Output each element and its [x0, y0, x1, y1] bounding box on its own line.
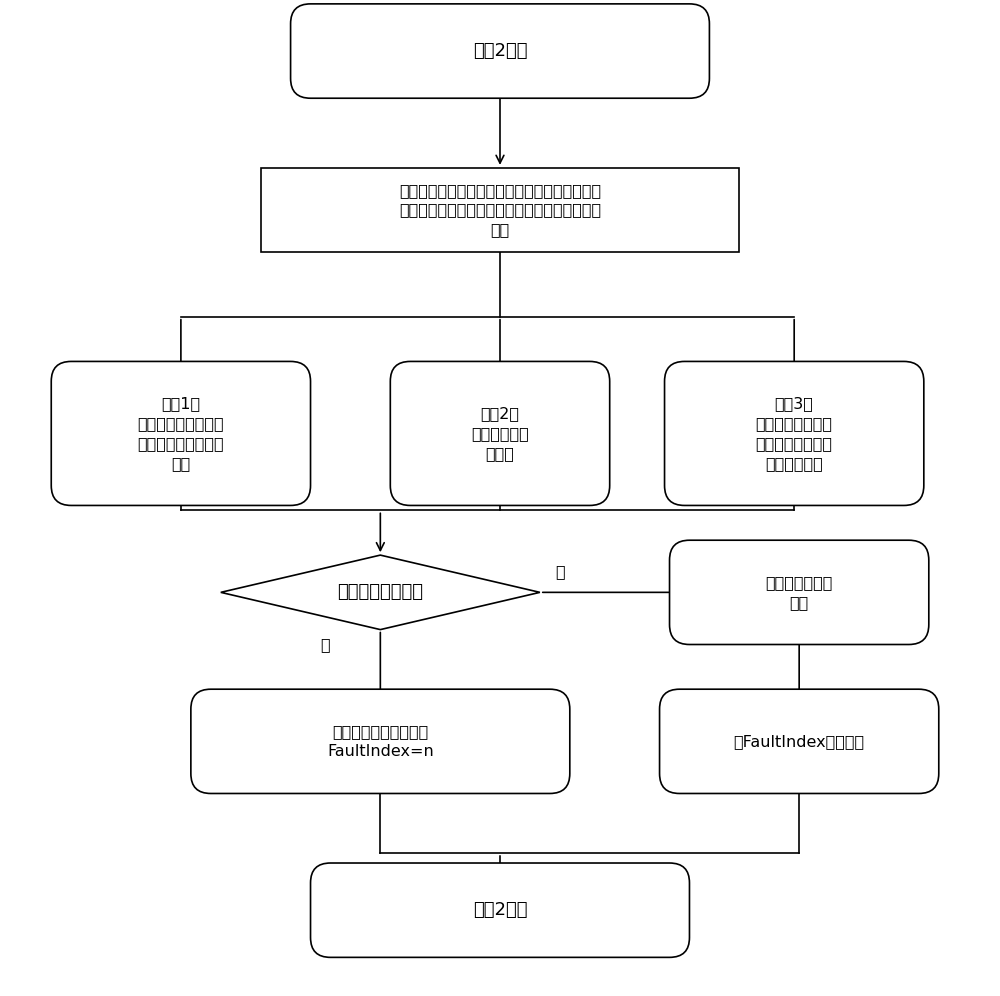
Text: 满足三个条件之一: 满足三个条件之一 [337, 584, 423, 602]
FancyBboxPatch shape [665, 362, 924, 505]
FancyBboxPatch shape [660, 689, 939, 794]
Text: 否: 否 [555, 565, 564, 580]
Text: 步骤2完成: 步骤2完成 [473, 901, 527, 919]
FancyBboxPatch shape [311, 863, 689, 957]
FancyBboxPatch shape [670, 540, 929, 644]
FancyBboxPatch shape [291, 4, 709, 99]
Text: 标识该相别为故障相，
FaultIndex=n: 标识该相别为故障相， FaultIndex=n [327, 724, 434, 759]
FancyBboxPatch shape [261, 167, 739, 252]
Text: 令FaultIndex为无效值: 令FaultIndex为无效值 [734, 734, 865, 749]
FancyBboxPatch shape [191, 689, 570, 794]
FancyBboxPatch shape [390, 362, 610, 505]
Text: 条件2：
最大幅值小于
门限值: 条件2： 最大幅值小于 门限值 [471, 406, 529, 461]
Polygon shape [221, 555, 540, 629]
Text: 对电流计算电流时间序列数据进行频域分解，得
到频域特征数据，对每个时间窗的提取指标进行
判断: 对电流计算电流时间序列数据进行频域分解，得 到频域特征数据，对每个时间窗的提取指… [399, 182, 601, 237]
Text: 条件3：
最大幅值的较之前
幅值平均值的变化
率大于门限值: 条件3： 最大幅值的较之前 幅值平均值的变化 率大于门限值 [756, 396, 833, 471]
Text: 步骤2开始: 步骤2开始 [473, 42, 527, 60]
Text: 标识相别为正常
相别: 标识相别为正常 相别 [765, 575, 833, 610]
Text: 条件1：
最大幅值所对应的频
率不在工频的门限范
围内: 条件1： 最大幅值所对应的频 率不在工频的门限范 围内 [138, 396, 224, 471]
FancyBboxPatch shape [51, 362, 311, 505]
Text: 是: 是 [321, 637, 330, 652]
